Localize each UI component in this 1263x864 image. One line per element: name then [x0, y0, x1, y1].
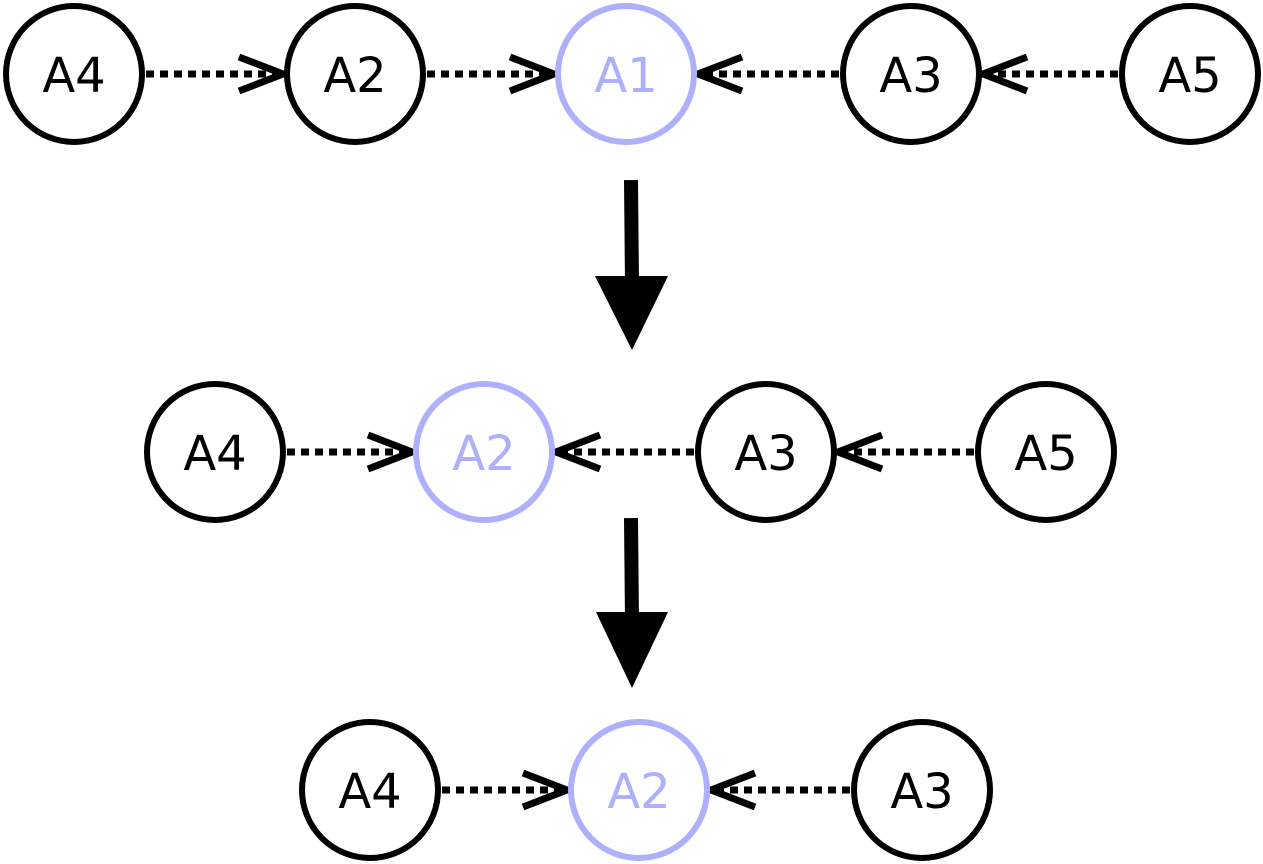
node-label: A2	[607, 764, 670, 820]
node-2-a2: A2	[413, 381, 555, 523]
node-label: A3	[734, 426, 797, 482]
node-circle	[284, 3, 426, 145]
node-1-a4: A4	[3, 3, 145, 145]
open-arrowhead-icon	[973, 53, 1029, 95]
step-arrow-2	[596, 517, 668, 688]
node-3-a3: A3	[851, 719, 993, 861]
open-arrowhead-icon	[521, 769, 577, 811]
node-label: A2	[452, 426, 515, 482]
node-2-a4: A4	[144, 381, 286, 523]
edge-2-a4-to-a2	[287, 431, 422, 473]
node-circle	[851, 719, 993, 861]
node-1-a1: A1	[555, 3, 697, 145]
node-circle	[568, 719, 710, 861]
node-label: A2	[323, 48, 386, 104]
node-1-a3: A3	[840, 3, 982, 145]
node-label: A4	[42, 48, 105, 104]
edge-3-a4-to-a2	[442, 769, 577, 811]
edge-1-a2-to-a1	[427, 53, 564, 95]
edges-layer	[146, 53, 1118, 811]
node-circle	[1119, 3, 1261, 145]
edge-2-a5-to-a3	[828, 431, 974, 473]
edge-3-a3-to-a2	[701, 769, 850, 811]
node-3-a4: A4	[299, 719, 441, 861]
open-arrowhead-icon	[701, 769, 757, 811]
step-arrow-1	[595, 179, 668, 350]
node-3-a2: A2	[568, 719, 710, 861]
nodes-layer: A4 A2 A1 A3 A5 A4 A2 A3 A5 A4 A2 A3	[3, 3, 1261, 861]
edge-1-a5-to-a3	[973, 53, 1118, 95]
node-circle	[840, 3, 982, 145]
edge-1-a4-to-a2	[146, 53, 293, 95]
node-label: A3	[879, 48, 942, 104]
open-arrowhead-icon	[688, 53, 744, 95]
node-circle	[695, 381, 837, 523]
node-circle	[299, 719, 441, 861]
node-circle	[144, 381, 286, 523]
open-arrowhead-icon	[546, 431, 602, 473]
node-circle	[975, 381, 1117, 523]
node-1-a2: A2	[284, 3, 426, 145]
node-label: A1	[594, 48, 657, 104]
node-label: A4	[338, 764, 401, 820]
node-label: A5	[1158, 48, 1221, 104]
open-arrowhead-icon	[237, 53, 293, 95]
node-1-a5: A5	[1119, 3, 1261, 145]
node-label: A5	[1014, 426, 1077, 482]
node-2-a3: A3	[695, 381, 837, 523]
edge-2-a3-to-a2	[546, 431, 694, 473]
node-2-a5: A5	[975, 381, 1117, 523]
open-arrowhead-icon	[828, 431, 884, 473]
open-arrowhead-icon	[366, 431, 422, 473]
open-arrowhead-icon	[508, 53, 564, 95]
node-circle	[3, 3, 145, 145]
node-circle	[555, 3, 697, 145]
node-circle	[413, 381, 555, 523]
edge-1-a3-to-a1	[688, 53, 839, 95]
node-label: A3	[890, 764, 953, 820]
node-label: A4	[183, 426, 246, 482]
